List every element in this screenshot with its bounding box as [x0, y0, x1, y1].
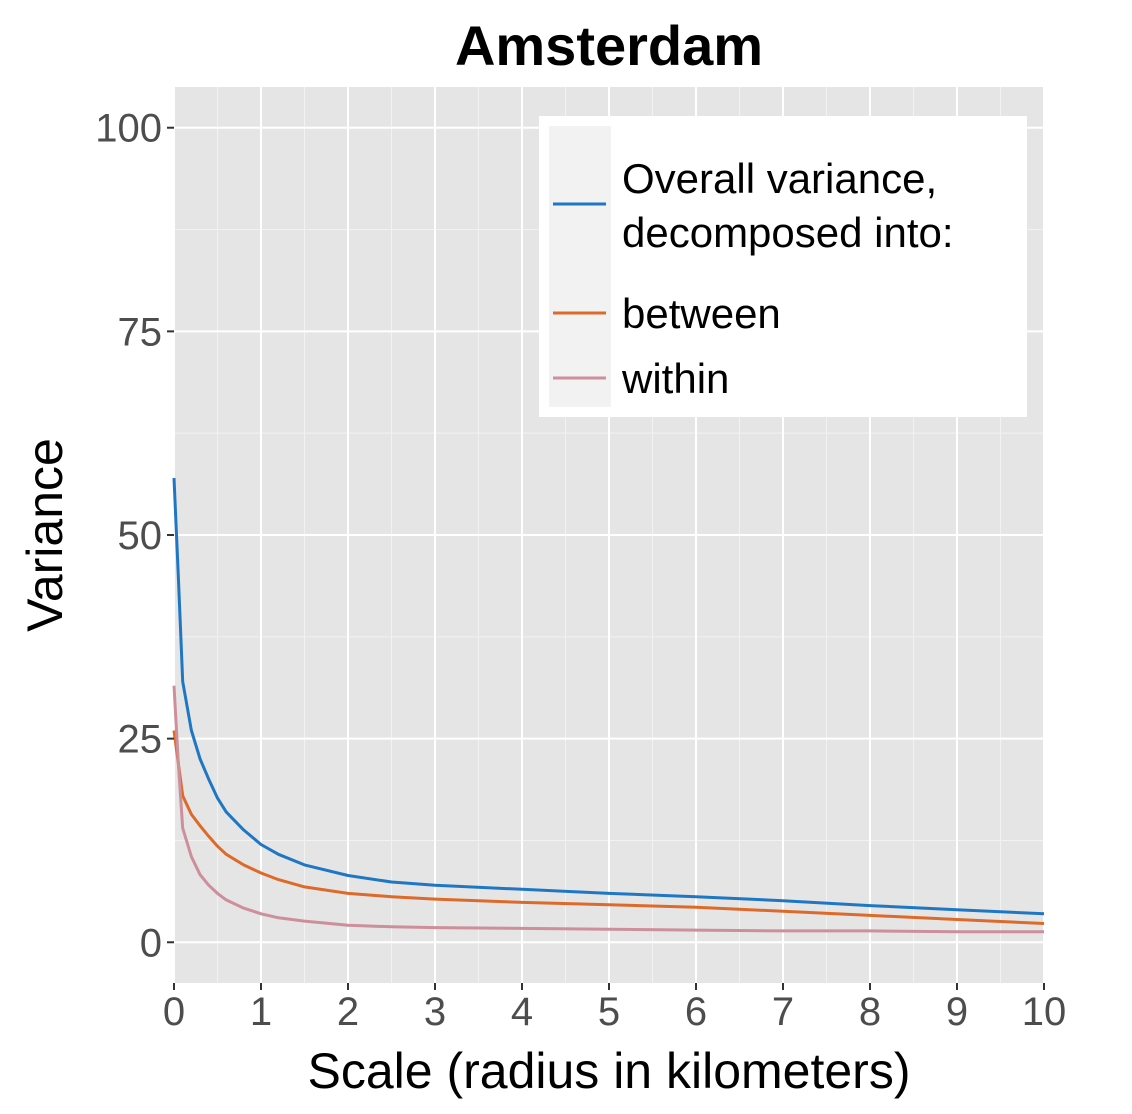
x-tick-label: 10: [1022, 990, 1067, 1034]
x-tick-label: 8: [859, 990, 881, 1034]
legend: Overall variance, decomposed into: between…: [539, 116, 1027, 417]
x-tick-label: 3: [424, 990, 446, 1034]
series-lines: [172, 477, 1045, 934]
legend-label-line: Overall variance,: [622, 155, 937, 202]
chart-title: Amsterdam: [455, 14, 763, 77]
y-tick-label: 25: [118, 718, 163, 762]
series-line-overall-variance: [172, 477, 1045, 916]
legend-box: [539, 116, 1027, 417]
y-tick-label: 100: [95, 107, 162, 151]
legend-label-line: decomposed into:: [622, 209, 954, 256]
y-axis-ticks: 0 25 50 75 100: [95, 107, 174, 965]
x-tick-label: 5: [598, 990, 620, 1034]
x-tick-label: 1: [250, 990, 272, 1034]
y-tick-label: 50: [118, 514, 163, 558]
x-tick-label: 0: [163, 990, 185, 1034]
series-line-within: [172, 685, 1044, 934]
y-tick-label: 75: [118, 310, 163, 354]
legend-label: between: [622, 290, 781, 337]
series-line-between: [172, 730, 1045, 925]
legend-key-background: [549, 126, 611, 407]
x-tick-label: 7: [772, 990, 794, 1034]
x-tick-label: 4: [511, 990, 533, 1034]
x-tick-label: 6: [685, 990, 707, 1034]
x-tick-label: 2: [337, 990, 359, 1034]
y-axis-title: Variance: [17, 438, 73, 632]
y-tick-label: 0: [140, 921, 162, 965]
x-axis-title: Scale (radius in kilometers): [308, 1043, 911, 1099]
x-tick-label: 9: [946, 990, 968, 1034]
x-axis-ticks: 0 1 2 3 4 5 6 7 8 9 10: [163, 983, 1066, 1034]
legend-label: within: [621, 355, 729, 402]
